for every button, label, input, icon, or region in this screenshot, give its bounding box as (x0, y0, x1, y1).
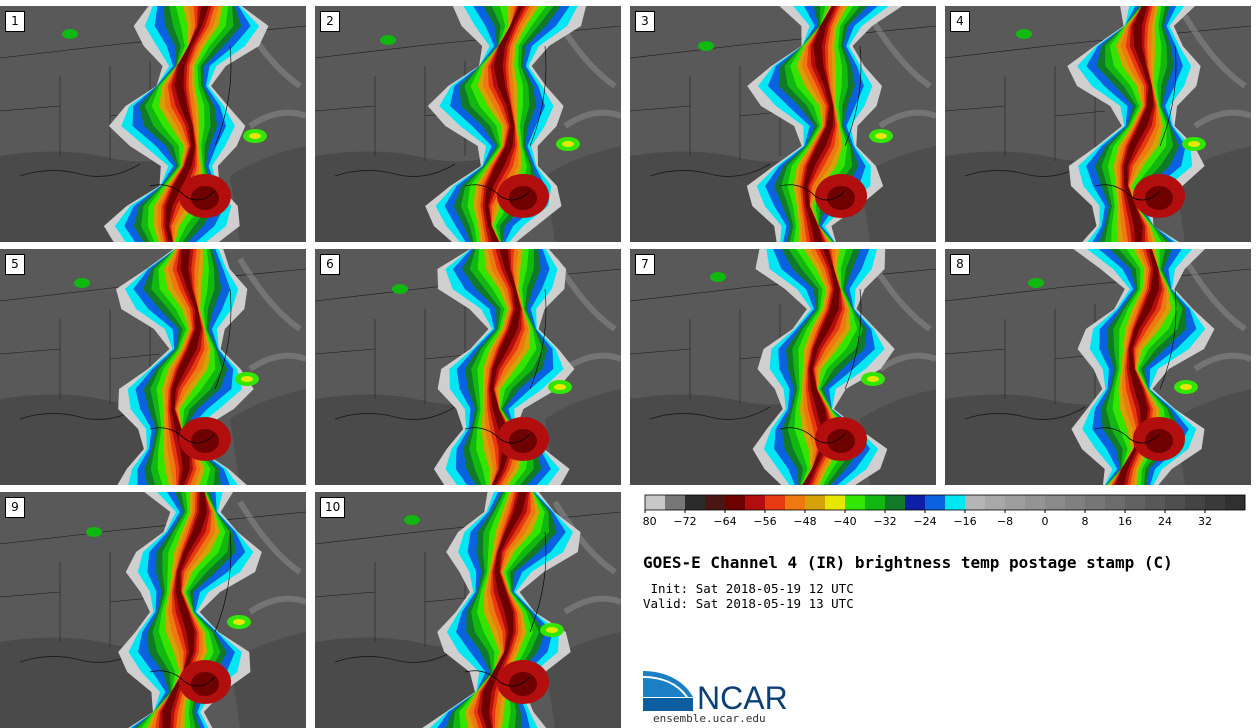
colorbar-swatch (765, 495, 786, 510)
colorbar-tick-label: −56 (753, 515, 776, 528)
panel-number: 3 (635, 11, 655, 32)
init-label: Init: (643, 581, 689, 596)
panel-number: 1 (5, 11, 25, 32)
logo-text: NCAR (697, 680, 788, 711)
colorbar-tick-label: 0 (1042, 515, 1049, 528)
colorbar-tick-label: −64 (713, 515, 736, 528)
valid-time: Valid: Sat 2018-05-19 13 UTC (643, 596, 854, 611)
init-time: Init: Sat 2018-05-19 12 UTC (643, 581, 854, 596)
colorbar-tick-label: −72 (673, 515, 696, 528)
forecast-panel: 2 (315, 6, 621, 242)
panel-number: 5 (5, 254, 25, 275)
ir-map (315, 6, 621, 242)
colorbar-swatch (645, 495, 666, 510)
colorbar-swatch (785, 495, 806, 510)
panel-number: 7 (635, 254, 655, 275)
colorbar-swatch (925, 495, 946, 510)
panel-number: 9 (5, 497, 25, 518)
colorbar-swatch (1225, 495, 1246, 510)
colorbar-swatch (1105, 495, 1126, 510)
ir-map (315, 492, 621, 728)
colorbar-tick-label: −40 (833, 515, 856, 528)
colorbar-swatch (1185, 495, 1206, 510)
forecast-panel: 5 (0, 249, 306, 485)
colorbar-tick-label: 32 (1198, 515, 1212, 528)
init-value: Sat 2018-05-19 12 UTC (695, 581, 854, 596)
forecast-panel: 1 (0, 6, 306, 242)
colorbar-swatch (1045, 495, 1066, 510)
colorbar-swatch (1085, 495, 1106, 510)
forecast-panel: 6 (315, 249, 621, 485)
colorbar-tick-label: 16 (1118, 515, 1132, 528)
colorbar-tick-label: −16 (953, 515, 976, 528)
colorbar-swatch (885, 495, 906, 510)
colorbar-swatch (985, 495, 1006, 510)
ir-map (945, 6, 1251, 242)
forecast-panel: 4 (945, 6, 1251, 242)
colorbar-tick-label: −80 (643, 515, 657, 528)
colorbar-swatch (825, 495, 846, 510)
colorbar-swatch (1025, 495, 1046, 510)
colorbar-swatch (665, 495, 686, 510)
panel-number: 8 (950, 254, 970, 275)
ir-map (0, 492, 306, 728)
panel-number: 4 (950, 11, 970, 32)
colorbar-swatch (1165, 495, 1186, 510)
colorbar-tick-label: −8 (997, 515, 1013, 528)
panel-number: 6 (320, 254, 340, 275)
valid-label: Valid: (643, 596, 689, 611)
ir-map (945, 249, 1251, 485)
ir-map (630, 249, 936, 485)
forecast-panel: 3 (630, 6, 936, 242)
ir-map (630, 6, 936, 242)
ir-map (315, 249, 621, 485)
panel-number: 2 (320, 11, 340, 32)
ir-map (0, 249, 306, 485)
figure-title: GOES-E Channel 4 (IR) brightness temp po… (643, 553, 1173, 572)
colorbar-swatch (905, 495, 926, 510)
colorbar-swatch (725, 495, 746, 510)
forecast-panel: 9 (0, 492, 306, 728)
colorbar-swatch (1005, 495, 1026, 510)
logo-url: ensemble.ucar.edu (653, 712, 766, 725)
ncar-logo: NCAR (643, 671, 788, 711)
colorbar-tick-label: −48 (793, 515, 816, 528)
colorbar-swatch (805, 495, 826, 510)
forecast-panel: 7 (630, 249, 936, 485)
colorbar-swatch (965, 495, 986, 510)
colorbar-swatch (1145, 495, 1166, 510)
colorbar-tick-label: −24 (913, 515, 936, 528)
colorbar-swatch (745, 495, 766, 510)
panel-number: 10 (320, 497, 346, 518)
forecast-panel: 10 (315, 492, 621, 728)
forecast-panel: 8 (945, 249, 1251, 485)
colorbar-swatch (1205, 495, 1226, 510)
valid-value: Sat 2018-05-19 13 UTC (695, 596, 854, 611)
colorbar-swatch (1125, 495, 1146, 510)
colorbar-swatch (845, 495, 866, 510)
colorbar-tick-label: 24 (1158, 515, 1172, 528)
colorbar-swatch (685, 495, 706, 510)
colorbar-frame (644, 494, 1246, 511)
colorbar-swatch (945, 495, 966, 510)
colorbar-swatch (865, 495, 886, 510)
colorbar-swatch (705, 495, 726, 510)
ir-map (0, 6, 306, 242)
colorbar-swatch (1065, 495, 1086, 510)
colorbar-tick-label: −32 (873, 515, 896, 528)
colorbar-tick-label: 8 (1082, 515, 1089, 528)
